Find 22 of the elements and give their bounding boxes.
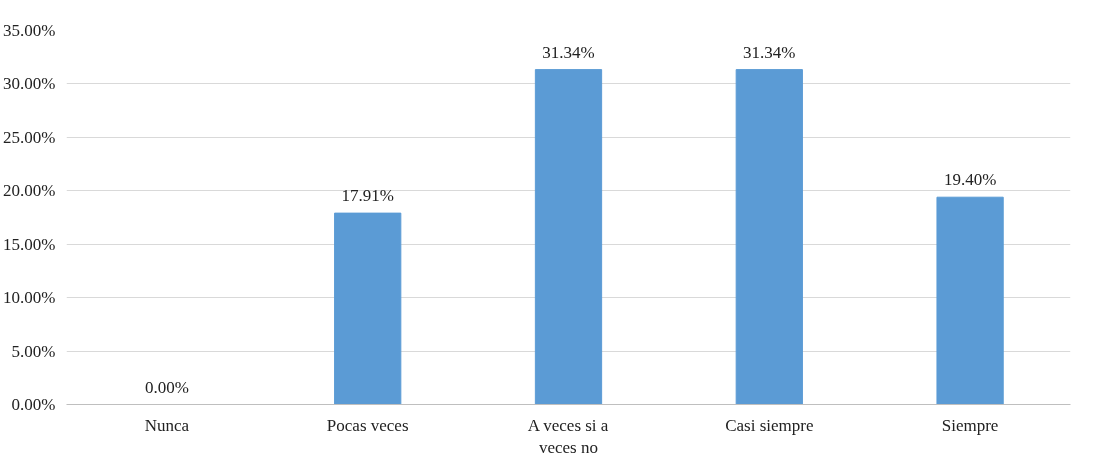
data-label: 31.34% (542, 42, 595, 62)
x-tick-label: Pocas veces (326, 415, 409, 435)
y-tick-label: 5.00% (11, 341, 56, 361)
y-tick-label: 30.00% (3, 74, 56, 94)
y-tick-label: 0.00% (11, 395, 56, 414)
y-tick-label: 20.00% (3, 181, 56, 201)
y-tick-label: 15.00% (3, 234, 56, 254)
bar (334, 212, 402, 405)
x-tick-label: Casi siempre (725, 415, 814, 435)
y-tick-label: 10.00% (3, 288, 56, 308)
y-tick-label: 25.00% (3, 127, 56, 147)
bar (534, 69, 603, 405)
data-label: 19.40% (943, 170, 997, 190)
data-label: 31.34% (743, 42, 796, 62)
x-tick-label: A veces si a veces no (527, 415, 609, 458)
data-label: 17.91% (341, 186, 394, 206)
x-tick-label: Nunca (144, 415, 190, 435)
x-tick-label: Siempre (941, 415, 999, 435)
y-tick-label: 35.00% (3, 21, 56, 40)
data-label: 0.00% (144, 377, 189, 397)
bar (936, 196, 1004, 405)
bar (735, 69, 803, 405)
